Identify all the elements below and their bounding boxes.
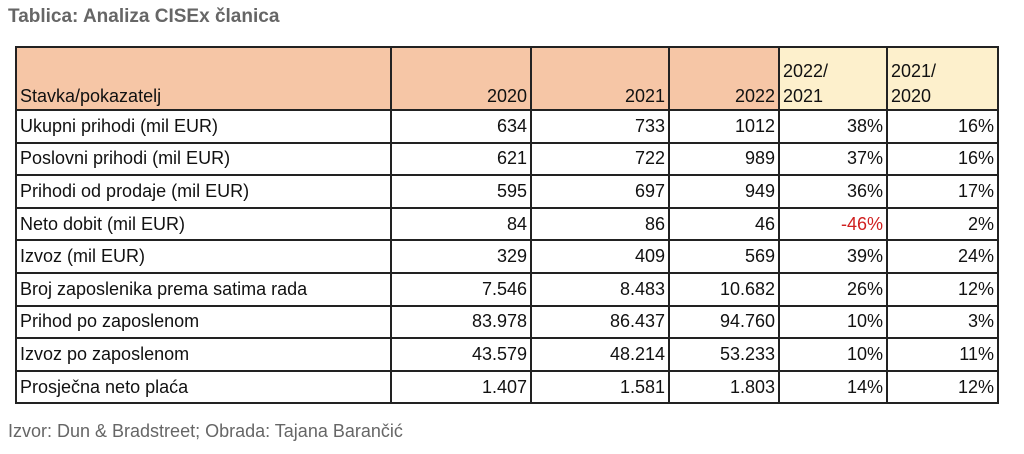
change-2021-2020: 24% xyxy=(886,239,999,274)
value-2021: 697 xyxy=(530,174,670,209)
change-2022-2021: 26% xyxy=(778,271,888,307)
source-note: Izvor: Dun & Bradstreet; Obrada: Tajana … xyxy=(8,421,403,441)
header-2021: 2021 xyxy=(530,46,670,111)
table-row: Neto dobit (mil EUR) 84 86 46 -46% 2% xyxy=(15,206,999,242)
value-2022: 94.760 xyxy=(668,304,780,340)
table-row: Prihod po zaposlenom 83.978 86.437 94.760 10… xyxy=(15,304,999,340)
value-2020: 621 xyxy=(390,141,532,177)
value-2021: 1.581 xyxy=(530,369,670,405)
change-2022-2021: 38% xyxy=(778,109,888,144)
value-2020: 1.407 xyxy=(390,369,532,405)
item-label: Prihod po zaposlenom xyxy=(15,304,392,340)
table-title: Tablica: Analiza CISEx članica xyxy=(8,6,280,27)
value-2021: 8.483 xyxy=(530,271,670,307)
value-2022: 1.803 xyxy=(668,369,780,405)
value-2022: 10.682 xyxy=(668,271,780,307)
item-label: Broj zaposlenika prema satima rada xyxy=(15,271,392,307)
value-2020: 84 xyxy=(390,206,532,242)
item-label: Izvoz (mil EUR) xyxy=(15,239,392,274)
header-2021-2020: 2021/ 2020 xyxy=(886,46,999,111)
value-2021: 86.437 xyxy=(530,304,670,340)
value-2022: 1012 xyxy=(668,109,780,144)
change-2022-2021: -46% xyxy=(778,206,888,242)
value-2020: 595 xyxy=(390,174,532,209)
change-2021-2020: 3% xyxy=(886,304,999,340)
change-2022-2021: 10% xyxy=(778,304,888,340)
change-2021-2020: 17% xyxy=(886,174,999,209)
item-label: Ukupni prihodi (mil EUR) xyxy=(15,109,392,144)
value-2022: 46 xyxy=(668,206,780,242)
table-row: Broj zaposlenika prema satima rada 7.546 8… xyxy=(15,271,999,307)
change-2021-2020: 2% xyxy=(886,206,999,242)
item-label: Poslovni prihodi (mil EUR) xyxy=(15,141,392,177)
header-2022-2021: 2022/ 2021 xyxy=(778,46,888,111)
item-label: Prosječna neto plaća xyxy=(15,369,392,405)
change-2022-2021: 14% xyxy=(778,369,888,405)
value-2020: 7.546 xyxy=(390,271,532,307)
change-2022-2021: 37% xyxy=(778,141,888,177)
item-label: Izvoz po zaposlenom xyxy=(15,337,392,372)
value-2021: 722 xyxy=(530,141,670,177)
value-2021: 48.214 xyxy=(530,337,670,372)
change-2022-2021: 39% xyxy=(778,239,888,274)
change-2021-2020: 12% xyxy=(886,369,999,405)
change-2021-2020: 16% xyxy=(886,109,999,144)
header-row: Stavka/pokazatelj 2020 2021 2022 2022/ 2… xyxy=(15,46,999,111)
item-label: Neto dobit (mil EUR) xyxy=(15,206,392,242)
change-2021-2020: 12% xyxy=(886,271,999,307)
value-2022: 989 xyxy=(668,141,780,177)
value-2022: 569 xyxy=(668,239,780,274)
change-2022-2021: 10% xyxy=(778,337,888,372)
value-2020: 329 xyxy=(390,239,532,274)
cisex-table: Stavka/pokazatelj 2020 2021 2022 2022/ 2… xyxy=(15,46,999,405)
table-row: Prihodi od prodaje (mil EUR) 595 697 949 36%… xyxy=(15,174,999,209)
value-2020: 83.978 xyxy=(390,304,532,340)
header-item: Stavka/pokazatelj xyxy=(15,46,392,111)
header-2022: 2022 xyxy=(668,46,780,111)
change-2021-2020: 11% xyxy=(886,337,999,372)
value-2021: 733 xyxy=(530,109,670,144)
change-2022-2021: 36% xyxy=(778,174,888,209)
value-2022: 53.233 xyxy=(668,337,780,372)
table-row: Ukupni prihodi (mil EUR) 634 733 1012 38% 16% xyxy=(15,109,999,144)
value-2020: 634 xyxy=(390,109,532,144)
table-row: Poslovni prihodi (mil EUR) 621 722 989 37% 16… xyxy=(15,141,999,177)
value-2020: 43.579 xyxy=(390,337,532,372)
value-2021: 409 xyxy=(530,239,670,274)
item-label: Prihodi od prodaje (mil EUR) xyxy=(15,174,392,209)
table-row: Izvoz (mil EUR) 329 409 569 39% 24% xyxy=(15,239,999,274)
value-2021: 86 xyxy=(530,206,670,242)
value-2022: 949 xyxy=(668,174,780,209)
header-2020: 2020 xyxy=(390,46,532,111)
change-2021-2020: 16% xyxy=(886,141,999,177)
table-row: Prosječna neto plaća 1.407 1.581 1.803 14% 12… xyxy=(15,369,999,405)
table-row: Izvoz po zaposlenom 43.579 48.214 53.233 10%… xyxy=(15,337,999,372)
